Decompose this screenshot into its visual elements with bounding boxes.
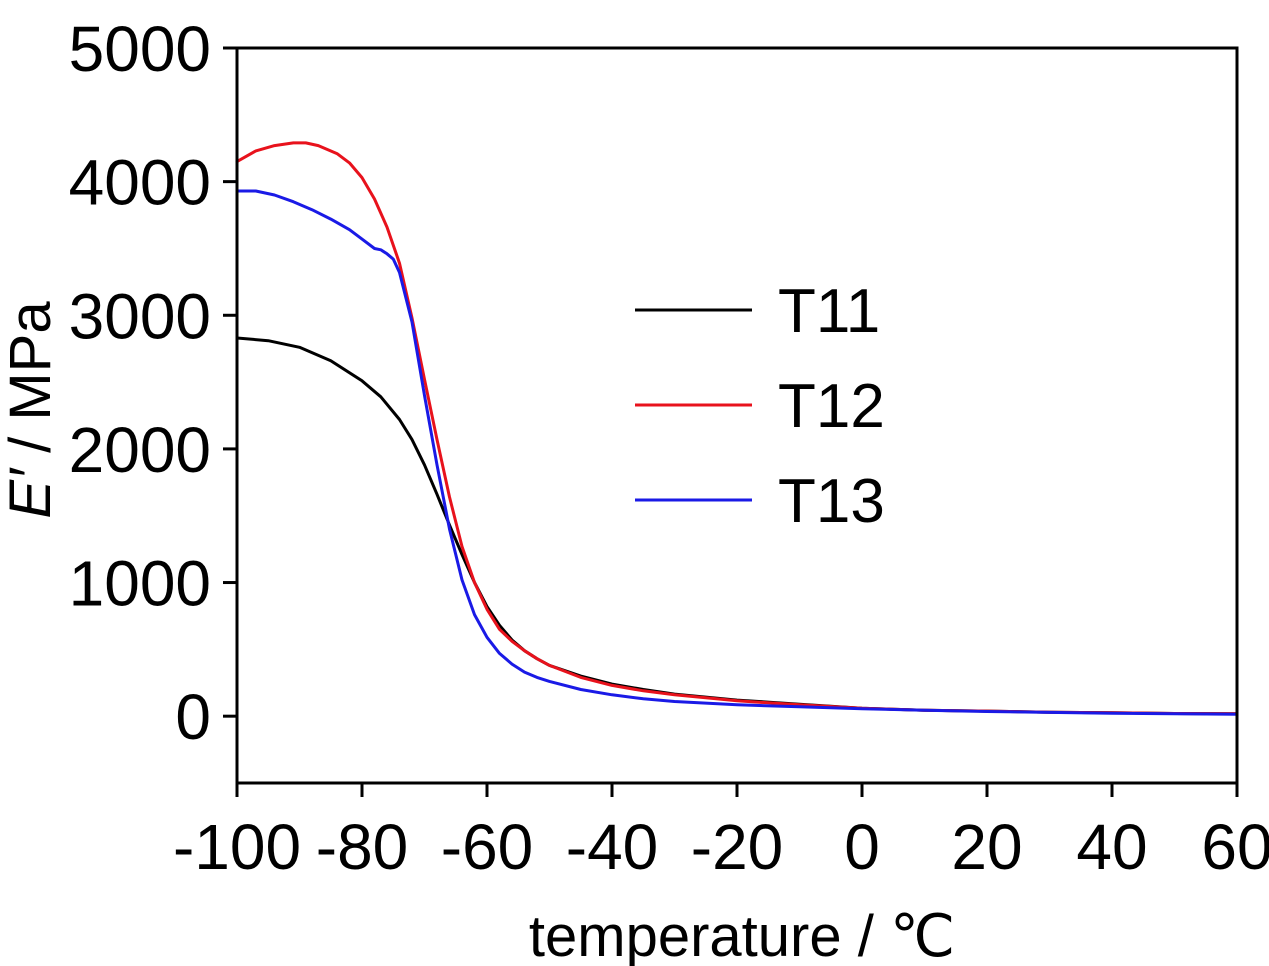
x-tick-label: -60 [441,811,534,883]
y-tick-label: 5000 [69,13,211,85]
x-tick-label: 60 [1201,811,1269,883]
x-tick-label: -80 [316,811,409,883]
y-tick-label: 0 [175,681,211,753]
y-axis-title: E′ / MPa [0,301,63,519]
series-line-T13 [235,189,1239,716]
x-tick-label: 20 [951,811,1022,883]
legend-label-T13: T13 [778,467,885,536]
x-tick-label: -40 [566,811,659,883]
x-tick-label: 40 [1076,811,1147,883]
x-tick-label: -20 [691,811,784,883]
x-tick-label: 0 [844,811,880,883]
y-tick-label: 3000 [69,280,211,352]
x-axis-title: temperature / ℃ [529,904,955,966]
y-tick-label: 2000 [69,414,211,486]
legend-label-T12: T12 [778,372,885,441]
x-tick-label: -100 [173,811,301,883]
legend-label-T11: T11 [778,277,880,346]
series-line-T11 [235,336,1239,716]
legend: T11 T12 T13 [635,277,885,536]
y-axis-title-symbol: E′ [0,467,63,519]
y-tick-label: 1000 [69,548,211,620]
tick-layer: -100 -80 -60 -40 -20 0 20 40 60 0 1000 2000 3000 4000… [69,13,1269,883]
plot-frame [235,46,1239,785]
y-axis-title-unit: / MPa [0,301,63,469]
y-tick-label: 4000 [69,147,211,219]
series-line-T12 [235,141,1239,716]
series-layer [235,141,1239,716]
